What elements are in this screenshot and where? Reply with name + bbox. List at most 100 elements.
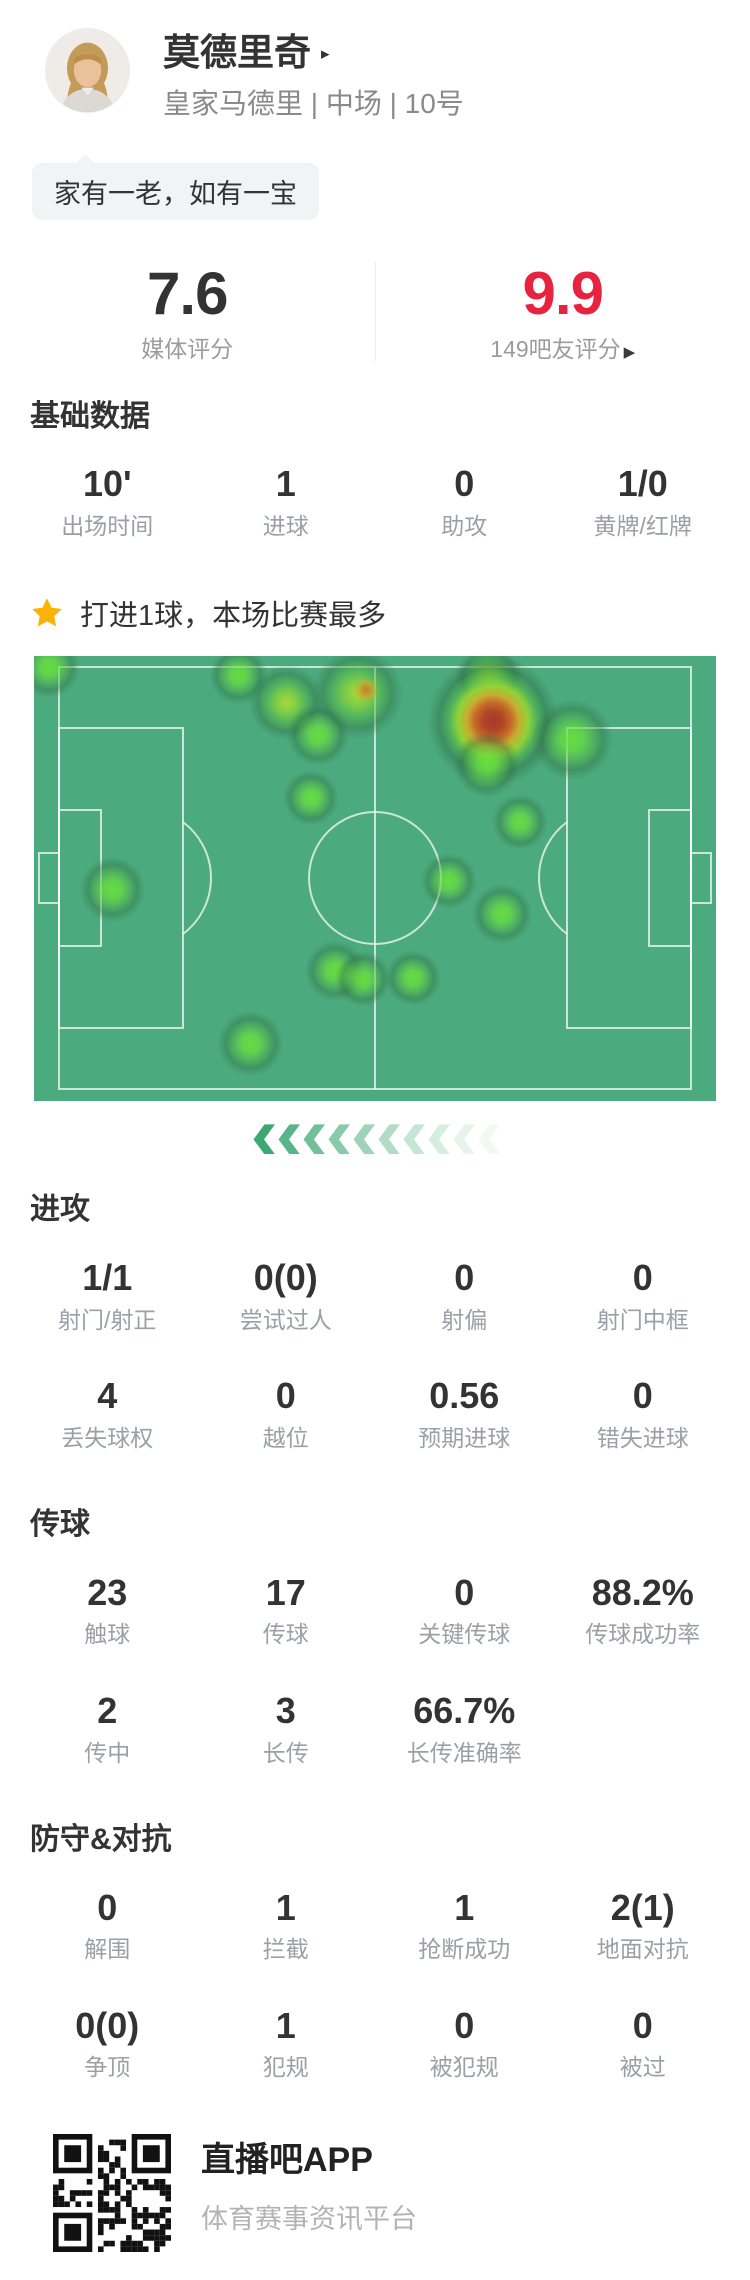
attack-direction-chevron [325,1124,350,1154]
stat-value: 1/1 [18,1258,197,1298]
app-footer: 直播吧APP 体育赛事资讯平台 [53,2134,750,2280]
stat-value: 0 [375,2006,554,2046]
stat-cell: 10'出场时间 [18,464,197,540]
player-meta: 皇家马德里 | 中场 | 10号 [163,88,464,120]
fans-rating-label: 149吧友评分▶ [376,338,750,361]
player-photo [46,29,129,112]
attack-direction-chevron [275,1124,300,1154]
stat-label: 被过 [554,2054,733,2082]
app-tagline: 体育赛事资讯平台 [201,2205,417,2235]
stat-label: 长传准确率 [375,1740,554,1768]
stat-cell: 23 触球 [18,1573,197,1649]
heat-blob [208,1001,293,1086]
ratings-row: 7.6 媒体评分 9.9 149吧友评分▶ [0,262,750,361]
stat-value: 0 [554,1376,733,1416]
stat-cell: 0 错失进球 [554,1376,733,1452]
stat-value: 4 [18,1376,197,1416]
stat-label: 丢失球权 [18,1425,197,1453]
stat-label: 争顶 [18,2054,197,2082]
stat-value: 0 [554,2006,733,2046]
section-title-attack: 进攻 [30,1193,720,1228]
stat-value: 2(1) [554,1888,733,1928]
stat-value: 0 [375,464,554,504]
fans-rating-label-text: 149吧友评分 [490,336,620,362]
stat-cell: 3 长传 [197,1691,376,1767]
stat-cell: 4 丢失球权 [18,1376,197,1452]
stat-value: 3 [197,1691,376,1731]
player-name: 莫德里奇 [163,32,311,75]
player-name-row[interactable]: 莫德里奇 ▸ [163,32,464,75]
stat-label: 关键传球 [375,1621,554,1649]
highlight-text: 打进1球，本场比赛最多 [80,592,386,634]
stat-value: 0(0) [18,2006,197,2046]
section-title-passing: 传球 [30,1508,720,1543]
stat-value: 0 [375,1573,554,1613]
fans-rating[interactable]: 9.9 149吧友评分▶ [376,262,750,361]
player-info: 莫德里奇 ▸ 皇家马德里 | 中场 | 10号 [163,28,464,120]
media-rating-value: 7.6 [0,264,375,324]
heat-blob [377,942,449,1014]
player-avatar [45,28,130,113]
stat-label: 传球成功率 [554,1621,733,1649]
media-rating: 7.6 媒体评分 [0,262,376,361]
attack-direction-indicator [0,1124,750,1154]
stat-label: 传球 [197,1621,376,1649]
stat-value: 1 [197,1888,376,1928]
stat-label: 被犯规 [375,2054,554,2082]
stat-label: 黄牌/红牌 [554,513,733,541]
stat-value: 23 [18,1573,197,1613]
media-rating-label: 媒体评分 [0,338,375,361]
stat-label: 越位 [197,1425,376,1453]
stat-label: 拦截 [197,1936,376,1964]
stat-cell [554,1691,733,1767]
stat-label: 解围 [18,1936,197,1964]
stat-label: 出场时间 [18,513,197,541]
profile-arrow-icon: ▸ [321,45,330,62]
stat-label: 错失进球 [554,1425,733,1453]
heat-blob [70,847,155,932]
stat-label: 尝试过人 [197,1307,376,1335]
stat-cell: 0 被犯规 [375,2006,554,2082]
heatmap-pitch [34,656,716,1101]
stat-cell: 0 解围 [18,1888,197,1964]
stat-label: 抢断成功 [375,1936,554,1964]
stat-value: 0 [197,1376,376,1416]
heat-blob [463,875,541,953]
stat-value: 0 [375,1258,554,1298]
attack-direction-chevron [475,1124,500,1154]
star-icon [30,596,64,630]
attack-direction-chevron [400,1124,425,1154]
stat-cell: 2(1) 地面对抗 [554,1888,733,1964]
stat-label: 长传 [197,1740,376,1768]
stat-label: 触球 [18,1621,197,1649]
attack-direction-chevron [450,1124,475,1154]
stat-value: 0 [18,1888,197,1928]
stat-value: 17 [197,1573,376,1613]
heat-blob [484,786,556,858]
stat-cell: 0 越位 [197,1376,376,1452]
stat-label: 传中 [18,1740,197,1768]
stat-label: 地面对抗 [554,1936,733,1964]
attack-direction-chevron [375,1124,400,1154]
stat-label: 犯规 [197,2054,376,2082]
stat-value: 0.56 [375,1376,554,1416]
player-header: 莫德里奇 ▸ 皇家马德里 | 中场 | 10号 [0,0,750,120]
stat-cell: 66.7%长传准确率 [375,1691,554,1767]
stat-cell: 0 关键传球 [375,1573,554,1649]
